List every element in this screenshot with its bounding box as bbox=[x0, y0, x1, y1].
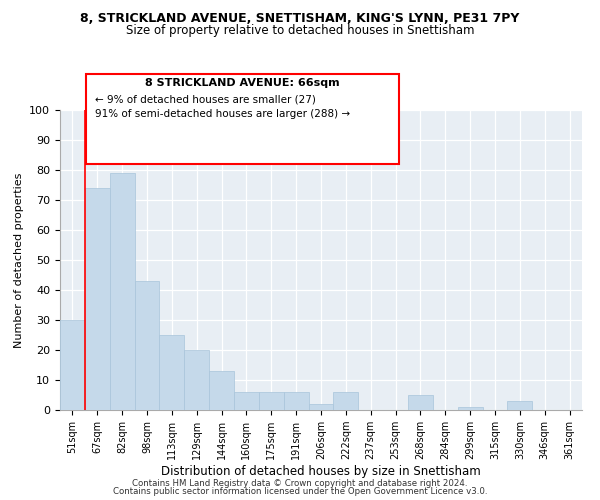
Bar bbox=[334, 392, 358, 410]
Bar bbox=[458, 407, 482, 410]
X-axis label: Distribution of detached houses by size in Snettisham: Distribution of detached houses by size … bbox=[161, 465, 481, 478]
Bar bbox=[209, 371, 234, 410]
Bar bbox=[234, 392, 259, 410]
Bar bbox=[508, 401, 532, 410]
Bar bbox=[160, 335, 184, 410]
Text: Contains HM Land Registry data © Crown copyright and database right 2024.: Contains HM Land Registry data © Crown c… bbox=[132, 478, 468, 488]
Bar bbox=[184, 350, 209, 410]
Y-axis label: Number of detached properties: Number of detached properties bbox=[14, 172, 24, 348]
Bar bbox=[85, 188, 110, 410]
Bar bbox=[259, 392, 284, 410]
Text: 8, STRICKLAND AVENUE, SNETTISHAM, KING'S LYNN, PE31 7PY: 8, STRICKLAND AVENUE, SNETTISHAM, KING'S… bbox=[80, 12, 520, 26]
Bar bbox=[308, 404, 334, 410]
Bar bbox=[110, 173, 134, 410]
Text: ← 9% of detached houses are smaller (27): ← 9% of detached houses are smaller (27) bbox=[95, 94, 316, 104]
Text: 8 STRICKLAND AVENUE: 66sqm: 8 STRICKLAND AVENUE: 66sqm bbox=[145, 78, 340, 88]
Bar bbox=[134, 281, 160, 410]
Bar bbox=[60, 320, 85, 410]
Text: Size of property relative to detached houses in Snettisham: Size of property relative to detached ho… bbox=[126, 24, 474, 37]
Text: 91% of semi-detached houses are larger (288) →: 91% of semi-detached houses are larger (… bbox=[95, 109, 350, 119]
Bar bbox=[408, 395, 433, 410]
Text: Contains public sector information licensed under the Open Government Licence v3: Contains public sector information licen… bbox=[113, 487, 487, 496]
Bar bbox=[284, 392, 308, 410]
